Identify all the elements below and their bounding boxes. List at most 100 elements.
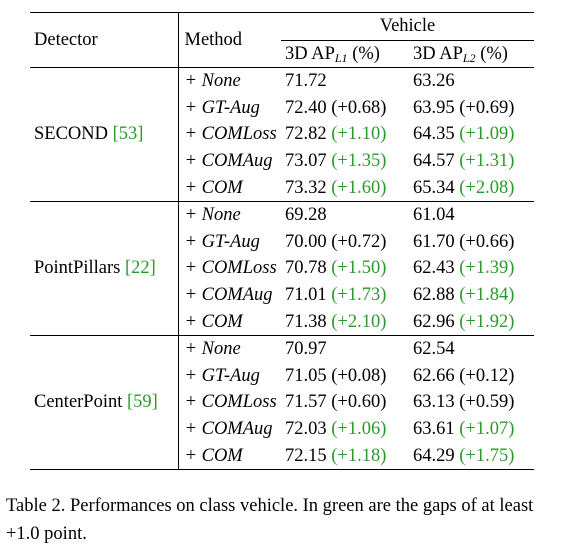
ap-l1-value: 72.03 bbox=[285, 418, 327, 439]
ap-l2-cell: 62.66 (+0.12) bbox=[409, 363, 534, 390]
ap-l2-cell: 63.13 (+0.59) bbox=[409, 389, 534, 416]
method-cell: + COMAug bbox=[177, 415, 281, 443]
ap-l1-cell: 72.40 (+0.68) bbox=[281, 95, 409, 122]
citation-link[interactable]: [22] bbox=[124, 258, 156, 279]
ap-l1-value: 72.40 bbox=[285, 97, 327, 118]
ap-l2-cell: 63.61 (+1.07) bbox=[409, 416, 534, 443]
ap-l1-gap: (+1.60) bbox=[331, 177, 387, 198]
ap-l2-cell: 62.54 bbox=[409, 335, 535, 363]
ap-l2-gap: (+2.08) bbox=[459, 177, 515, 198]
method-cell: + GT-Aug bbox=[177, 228, 281, 256]
ap-l1-cell: 70.78 (+1.50) bbox=[281, 255, 409, 282]
method-cell: + None bbox=[177, 335, 281, 363]
ap-l2-gap: (+1.09) bbox=[459, 124, 515, 145]
method-cell: + None bbox=[177, 67, 281, 95]
ap-l2-value: 61.70 bbox=[413, 231, 455, 252]
ap-l2-cell: 61.70 (+0.66) bbox=[409, 229, 534, 256]
ap-l2-value: 65.34 bbox=[413, 177, 455, 198]
table-row: PointPillars [22] + None 69.28 61.04 bbox=[30, 201, 535, 336]
ap-l2-cell: 65.34 (+2.08) bbox=[409, 175, 534, 202]
ap-l1-value: 72.82 bbox=[285, 124, 327, 145]
ap-l2-cell: 62.96 (+1.92) bbox=[409, 309, 534, 336]
table-header: Detector Method Vehicle 3D APL1 (%) 3D A… bbox=[30, 11, 535, 68]
header-ap-l2-suffix: (%) bbox=[475, 43, 508, 64]
ap-l2-value: 62.54 bbox=[413, 339, 455, 360]
method-cell: + COMLoss bbox=[177, 389, 281, 416]
ap-l1-value: 73.32 bbox=[285, 177, 327, 198]
ap-l2-value: 63.26 bbox=[413, 71, 455, 92]
ap-l1-gap: (+1.50) bbox=[331, 258, 387, 279]
citation-link[interactable]: [59] bbox=[127, 392, 158, 413]
ap-l2-cell: 61.04 bbox=[409, 201, 535, 229]
ap-l1-cell: 69.28 bbox=[281, 201, 409, 229]
ap-l2-gap: (+1.84) bbox=[459, 284, 515, 305]
table-caption: Table 2. Performances on class vehicle. … bbox=[6, 496, 534, 544]
ap-l1-value: 69.28 bbox=[285, 205, 327, 226]
ap-l1-gap: (+0.08) bbox=[331, 365, 387, 386]
ap-l2-value: 64.29 bbox=[413, 445, 455, 466]
method-cell: + None bbox=[177, 201, 281, 229]
header-detector: Detector bbox=[30, 11, 178, 68]
method-cell: + COM bbox=[177, 308, 281, 336]
detector-name: CenterPoint bbox=[34, 392, 123, 413]
ap-l2-gap: (+1.75) bbox=[459, 445, 515, 466]
ap-l2-cell: 64.57 (+1.31) bbox=[409, 148, 534, 175]
ap-l2-gap: (+0.66) bbox=[459, 231, 515, 252]
table-row: + COMAug 71.01 (+1.73) 62.88 (+1.84) bbox=[30, 281, 534, 309]
ap-l1-value: 72.15 bbox=[285, 445, 327, 466]
table-row: + COMLoss 71.57 (+0.60) 63.13 (+0.59) bbox=[30, 389, 534, 416]
ap-l1-gap: (+0.60) bbox=[331, 392, 387, 413]
ap-l2-value: 62.96 bbox=[413, 311, 455, 332]
ap-l2-cell: 64.29 (+1.75) bbox=[409, 442, 535, 471]
table-row: + COM 72.15 (+1.18) 64.29 (+1.75) bbox=[30, 442, 535, 471]
ap-l2-value: 63.61 bbox=[413, 418, 455, 439]
table-row: + GT-Aug 70.00 (+0.72) 61.70 (+0.66) bbox=[30, 228, 534, 256]
ap-l1-cell: 72.15 (+1.18) bbox=[281, 442, 409, 471]
ap-l1-value: 71.57 bbox=[285, 392, 327, 413]
ap-l1-gap: (+1.06) bbox=[331, 418, 387, 439]
method-cell: + COMLoss bbox=[177, 255, 281, 282]
ap-l1-cell: 71.38 (+2.10) bbox=[281, 309, 409, 336]
ap-l1-value: 70.78 bbox=[285, 258, 327, 279]
header-ap-l1: 3D APL1 (%) bbox=[281, 39, 409, 68]
ap-l2-value: 62.66 bbox=[413, 365, 455, 386]
table-row: + COMLoss 72.82 (+1.10) 64.35 (+1.09) bbox=[30, 121, 534, 148]
table-row: + GT-Aug 72.40 (+0.68) 63.95 (+0.69) bbox=[30, 94, 534, 122]
header-ap-l2: 3D APL2 (%) bbox=[409, 39, 535, 68]
ap-l1-gap: (+2.10) bbox=[331, 311, 387, 332]
ap-l2-value: 63.13 bbox=[413, 392, 455, 413]
table-body: SECOND [53] + None 71.72 63.26 + GT-Aug 72.40… bbox=[30, 67, 535, 471]
ap-l2-value: 62.88 bbox=[413, 284, 455, 305]
ap-l2-value: 61.04 bbox=[413, 205, 455, 226]
ap-l1-gap: (+1.10) bbox=[331, 124, 387, 145]
ap-l1-value: 70.00 bbox=[285, 231, 327, 252]
ap-l1-value: 71.01 bbox=[285, 284, 327, 305]
ap-l1-value: 71.05 bbox=[285, 365, 327, 386]
ap-l2-value: 64.57 bbox=[413, 150, 455, 171]
detector-cell: SECOND [53] bbox=[30, 67, 178, 202]
ap-l1-value: 70.97 bbox=[285, 339, 327, 360]
ap-l2-gap: (+1.92) bbox=[459, 311, 515, 332]
table-row: + COMLoss 70.78 (+1.50) 62.43 (+1.39) bbox=[30, 255, 534, 282]
method-cell: + COMAug bbox=[177, 147, 281, 175]
ap-l1-cell: 72.03 (+1.06) bbox=[281, 416, 409, 443]
citation-link[interactable]: [53] bbox=[112, 124, 144, 145]
ap-l2-gap: (+1.07) bbox=[459, 418, 515, 439]
table-row: + COMAug 73.07 (+1.35) 64.57 (+1.31) bbox=[30, 147, 534, 175]
ap-l1-cell: 71.57 (+0.60) bbox=[281, 389, 409, 416]
ap-l2-value: 62.43 bbox=[413, 258, 455, 279]
method-cell: + GT-Aug bbox=[177, 362, 281, 390]
detector-cell: PointPillars [22] bbox=[30, 201, 178, 336]
ap-l2-value: 63.95 bbox=[413, 97, 455, 118]
ap-l2-gap: (+1.39) bbox=[459, 258, 515, 279]
method-cell: + COM bbox=[177, 442, 281, 471]
ap-l1-gap: (+0.72) bbox=[331, 231, 387, 252]
header-vehicle: Vehicle bbox=[281, 12, 535, 41]
ap-l2-gap: (+0.12) bbox=[459, 365, 515, 386]
ap-l2-gap: (+0.69) bbox=[459, 97, 515, 118]
ap-l2-cell: 63.26 bbox=[409, 67, 535, 95]
ap-l1-value: 73.07 bbox=[285, 150, 327, 171]
ap-l1-cell: 70.97 bbox=[281, 335, 409, 363]
table-row: + COMAug 72.03 (+1.06) 63.61 (+1.07) bbox=[30, 415, 534, 443]
ap-l2-gap: (+1.31) bbox=[459, 150, 515, 171]
